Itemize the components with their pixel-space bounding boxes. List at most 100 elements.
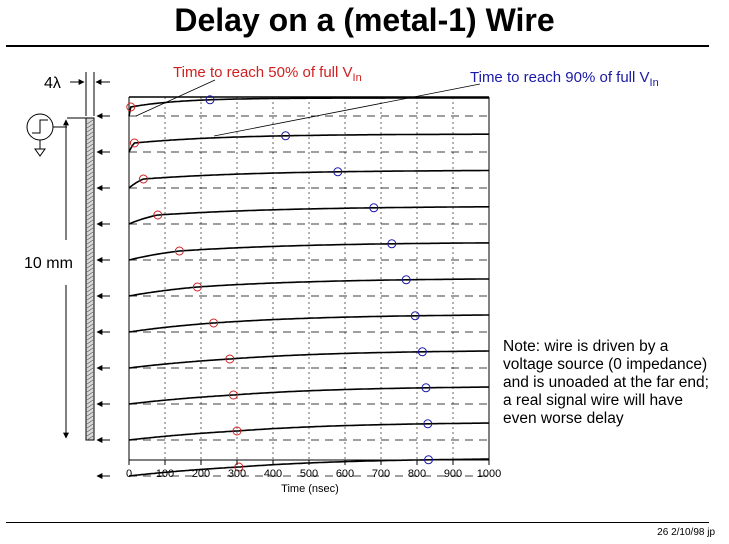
width-dimension: [70, 72, 110, 116]
x-tick-label: 600: [336, 468, 354, 480]
wire-hatch: [86, 295, 94, 301]
wire-hatch: [86, 247, 94, 253]
wire-hatch: [86, 387, 94, 393]
wire-hatch: [86, 359, 94, 365]
wire-hatch: [86, 363, 94, 369]
wire-hatch: [86, 279, 94, 285]
label-50-percent: Time to reach 50% of full VIn: [173, 64, 362, 84]
wire-hatch: [86, 159, 94, 165]
wire-hatch: [86, 379, 94, 385]
width-label: 4λ: [44, 75, 61, 92]
wire-hatch: [86, 179, 94, 185]
marker-90-percent: [333, 167, 343, 177]
wire-hatch: [86, 319, 94, 325]
wire-hatch: [86, 167, 94, 173]
wire-hatch: [86, 267, 94, 273]
wire-hatch: [86, 323, 94, 329]
wire-hatch: [86, 327, 94, 333]
tap-response-curve: [128, 422, 489, 441]
marker-50-percent: [228, 390, 238, 400]
delay-plot: [126, 95, 490, 477]
length-label: 10 mm: [24, 255, 73, 272]
wire-hatch: [86, 311, 94, 317]
x-tick-label: 400: [264, 468, 282, 480]
marker-90-percent: [410, 311, 420, 321]
marker-50-percent: [153, 210, 163, 220]
marker-90-percent: [205, 95, 215, 105]
tap-response-curve: [128, 169, 489, 189]
wire-hatch: [86, 343, 94, 349]
x-tick-label: 800: [408, 468, 426, 480]
wire-hatch: [86, 407, 94, 413]
wire-hatch: [86, 299, 94, 305]
wire-hatch: [86, 423, 94, 429]
wire-hatch: [86, 147, 94, 153]
marker-90-percent: [387, 239, 397, 249]
wire-hatch: [86, 415, 94, 421]
tap-response-curve: [128, 242, 489, 261]
x-axis: 0 100 200 300 400 500 600 700 800 900 1000: [126, 460, 501, 480]
wire-hatch: [86, 223, 94, 229]
label-90-percent: Time to reach 90% of full VIn: [470, 69, 659, 89]
wire-hatch: [86, 403, 94, 409]
tap-response-curve: [128, 133, 489, 153]
marker-90-percent: [417, 347, 427, 357]
wire-hatch: [86, 119, 94, 125]
wire-hatch: [86, 187, 94, 193]
tap-response-curve: [128, 386, 489, 405]
wire-hatch: [86, 239, 94, 245]
wire-hatch: [86, 303, 94, 309]
wire-hatch: [86, 183, 94, 189]
wire-hatch: [86, 155, 94, 161]
marker-90-percent: [424, 455, 434, 465]
wire-hatch: [86, 259, 94, 265]
wire-hatch: [86, 291, 94, 297]
wire-hatch: [86, 195, 94, 201]
marker-90-percent: [369, 203, 379, 213]
wire-hatch: [86, 395, 94, 401]
marker-90-percent: [423, 419, 433, 429]
wire-hatch: [86, 287, 94, 293]
wire-hatch: [86, 203, 94, 209]
marker-50-percent: [234, 462, 244, 472]
wire-hatch: [86, 251, 94, 257]
marker-50-percent: [192, 282, 202, 292]
wire-hatch: [86, 255, 94, 261]
wire-hatch: [86, 411, 94, 417]
x-tick-label: 1000: [477, 468, 501, 480]
x-tick-label: 300: [228, 468, 246, 480]
wire-hatch: [86, 315, 94, 321]
tap-response-curve: [128, 314, 489, 333]
wire-hatch: [86, 135, 94, 141]
wire-hatch: [86, 231, 94, 237]
wire-hatch: [86, 351, 94, 357]
wire-hatch: [86, 331, 94, 337]
x-tick-label: 700: [372, 468, 390, 480]
x-tick-label: 200: [192, 468, 210, 480]
wire-hatch: [86, 307, 94, 313]
wire-hatch: [86, 275, 94, 281]
title-divider: [6, 45, 709, 47]
marker-50-percent: [232, 426, 242, 436]
wire-hatch: [86, 375, 94, 381]
wire-hatch: [86, 355, 94, 361]
wire-hatch: [86, 151, 94, 157]
wire-hatch: [86, 263, 94, 269]
wire-hatch: [86, 335, 94, 341]
x-tick-label: 100: [156, 468, 174, 480]
wire-hatch: [86, 127, 94, 133]
tap-response-curve: [128, 278, 489, 297]
wire-hatch: [86, 163, 94, 169]
wire-hatch: [86, 171, 94, 177]
tap-response-curve: [128, 97, 489, 117]
x-tick-label: 0: [126, 468, 132, 480]
wire-hatch: [86, 427, 94, 433]
marker-90-percent: [281, 131, 291, 141]
wire-hatch: [86, 131, 94, 137]
wire-hatch: [86, 207, 94, 213]
wire-hatch: [86, 347, 94, 353]
marker-50-percent: [138, 174, 148, 184]
pointer-90: [213, 83, 481, 137]
wire-hatch: [86, 339, 94, 345]
